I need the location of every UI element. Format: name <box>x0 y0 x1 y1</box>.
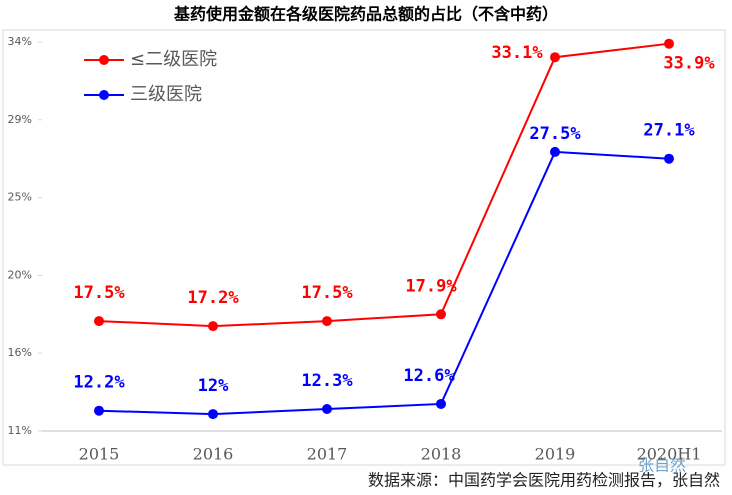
data-label: 12% <box>198 376 229 396</box>
series-line <box>98 150 670 416</box>
data-point <box>208 409 218 420</box>
data-point <box>322 404 332 415</box>
data-label: 17.9% <box>405 276 457 296</box>
x-tick-label: 2020H1 <box>637 445 702 464</box>
data-point <box>436 398 446 409</box>
x-tick-label: 2019 <box>535 445 576 464</box>
legend-label: ≤二级医院 <box>130 49 217 70</box>
data-point <box>208 321 218 332</box>
series-line <box>98 42 670 328</box>
y-tick-label: 25% <box>8 191 32 204</box>
data-label: 17.2% <box>187 288 239 308</box>
data-label: 27.1% <box>643 121 695 141</box>
x-tick-label: 2017 <box>307 445 348 464</box>
data-point <box>322 316 332 327</box>
y-tick-label: 29% <box>8 113 32 126</box>
data-label: 17.5% <box>73 283 125 303</box>
data-point <box>550 52 560 63</box>
data-label: 12.2% <box>73 373 125 393</box>
data-point <box>94 405 104 416</box>
y-tick-label: 11% <box>8 424 32 437</box>
data-label: 17.5% <box>301 283 353 303</box>
y-tick-label: 34% <box>8 35 32 48</box>
legend-label: 三级医院 <box>130 84 202 105</box>
data-point <box>664 38 674 49</box>
data-label: 12.6% <box>403 366 455 386</box>
legend-marker <box>99 55 109 65</box>
chart-border <box>2 29 726 466</box>
x-tick-label: 2015 <box>79 445 120 464</box>
source-note: 数据来源：中国药学会医院用药检测报告，张自然 <box>368 471 720 490</box>
data-point <box>94 316 104 327</box>
data-point <box>436 309 446 320</box>
y-tick-label: 20% <box>8 268 32 281</box>
data-label: 12.3% <box>301 371 353 391</box>
x-tick-label: 2018 <box>421 445 462 464</box>
legend-marker <box>99 90 109 100</box>
y-tick-label: 16% <box>8 346 32 359</box>
chart-title: 基药使用金额在各级医院药品总额的占比（不含中药） <box>173 5 558 24</box>
watermark: 张自然 <box>638 456 686 475</box>
data-label: 33.1% <box>491 43 543 63</box>
data-label: 27.5% <box>529 124 581 144</box>
data-point <box>664 153 674 164</box>
x-tick-label: 2016 <box>193 445 234 464</box>
data-point <box>550 146 560 157</box>
data-label: 33.9% <box>663 54 715 74</box>
